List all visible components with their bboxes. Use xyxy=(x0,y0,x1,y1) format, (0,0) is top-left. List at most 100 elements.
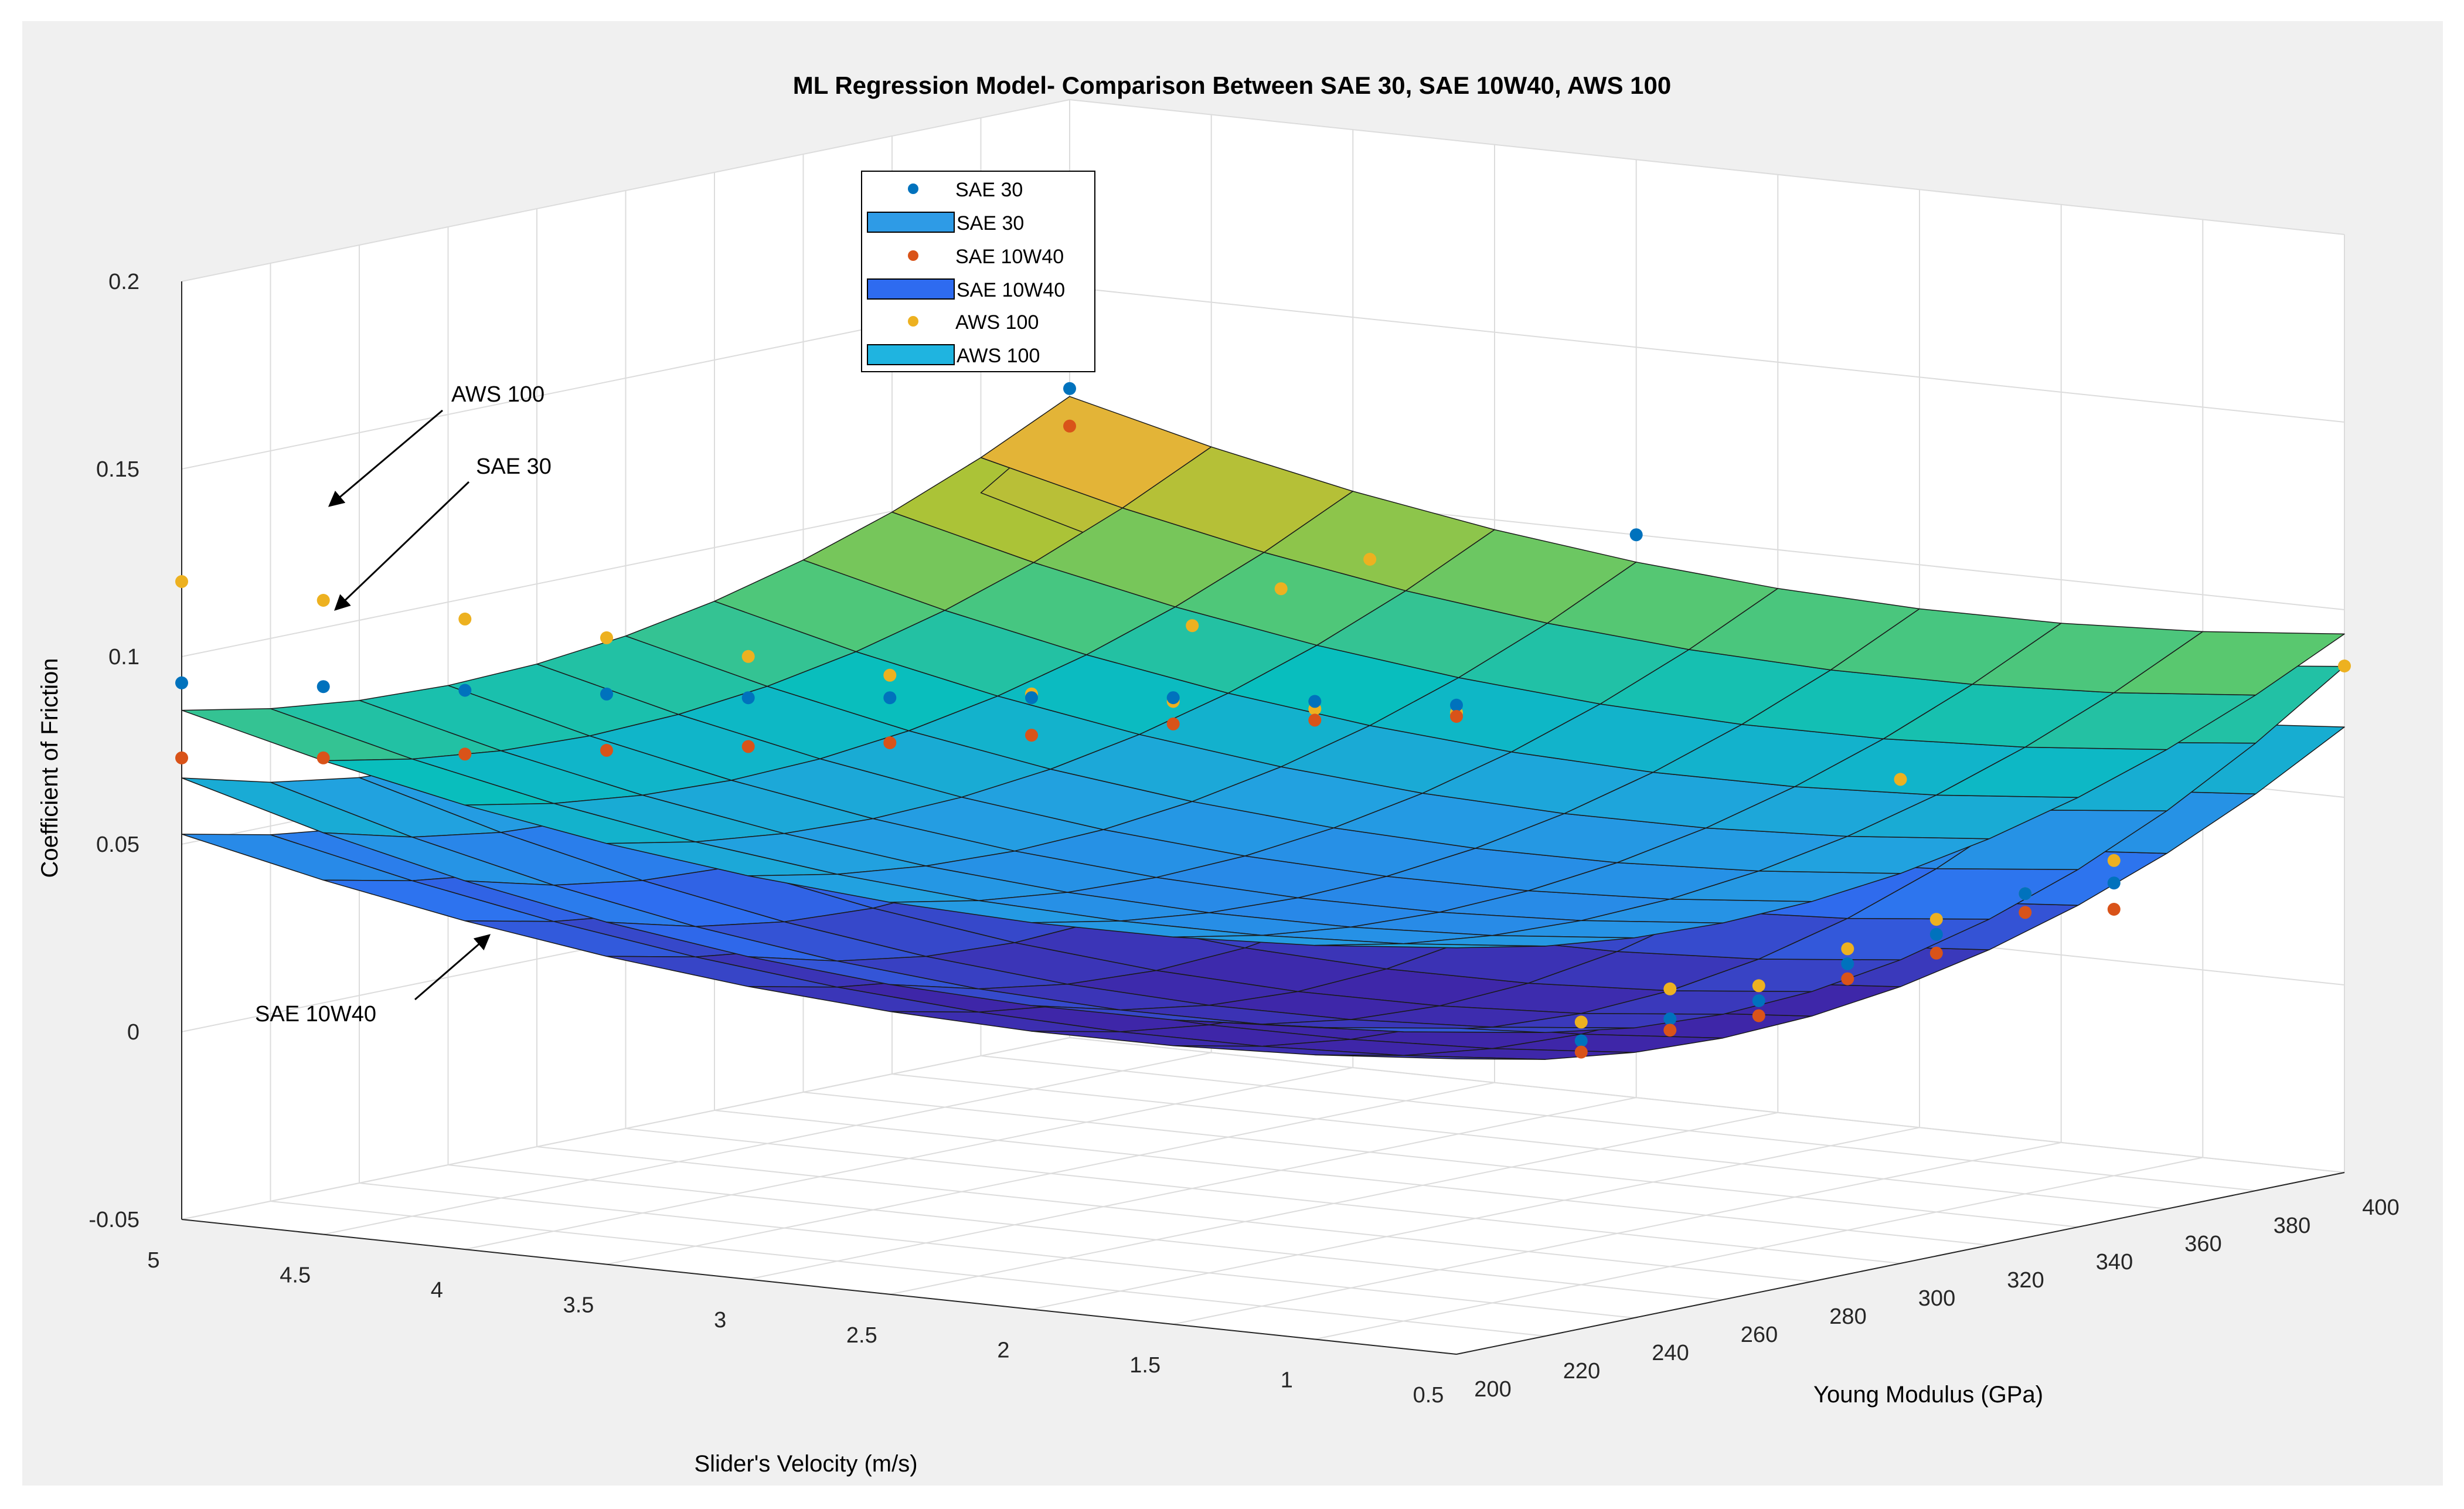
annotation-sae10w40: SAE 10W40 xyxy=(255,934,491,1027)
data-point-s2-9 xyxy=(1450,710,1463,723)
chart-title: ML Regression Model- Comparison Between … xyxy=(793,72,1671,99)
y-tick-label-2: 1.5 xyxy=(1129,1353,1160,1378)
z-axis-label: Coefficient of Friction xyxy=(37,658,63,878)
data-point-s0-13 xyxy=(1574,1015,1588,1029)
data-point-s1-2 xyxy=(458,684,472,697)
data-point-s1-9 xyxy=(1450,698,1463,712)
y-tick-label-1: 1 xyxy=(1281,1368,1293,1392)
data-point-s0-5 xyxy=(883,668,897,682)
data-point-s0-20 xyxy=(1186,619,1199,633)
data-point-s2-2 xyxy=(458,747,472,761)
surface-patch-s2-0-0 xyxy=(1314,1054,1546,1060)
data-point-s1-10 xyxy=(1063,382,1076,395)
legend-label-aws100-surface: AWS 100 xyxy=(957,345,1040,367)
data-point-s1-13 xyxy=(1663,1012,1677,1025)
legend-entry-aws100-surface: AWS 100 xyxy=(867,344,1040,367)
data-point-s1-16 xyxy=(1929,927,1943,941)
data-point-s0-12 xyxy=(1894,773,1907,786)
x-axis-line xyxy=(1456,1172,2345,1355)
data-point-s1-4 xyxy=(741,691,755,705)
surface-patch-s1-0-0 xyxy=(1314,1027,1546,1034)
y-tick-label-6: 3.5 xyxy=(563,1293,594,1318)
x-tick-label-6: 320 xyxy=(2007,1268,2044,1293)
z-tick-label-4: 0.15 xyxy=(96,457,139,482)
y-tick-label-4: 2.5 xyxy=(846,1323,877,1348)
legend-label-sae30-marker: SAE 30 xyxy=(955,179,1023,201)
y-tick-label-7: 4 xyxy=(431,1278,443,1303)
data-point-s2-15 xyxy=(1929,946,1943,960)
x-tick-label-7: 340 xyxy=(2096,1250,2133,1275)
data-point-s1-1 xyxy=(316,680,330,694)
data-point-s1-0 xyxy=(175,676,188,689)
data-point-s2-7 xyxy=(1166,717,1180,730)
data-point-s1-8 xyxy=(1308,695,1322,708)
legend-swatch-sae10w40-surface xyxy=(867,278,955,300)
x-tick-label-4: 280 xyxy=(1829,1304,1866,1329)
y-axis-line xyxy=(181,1219,1457,1355)
data-point-s2-16 xyxy=(2019,906,2032,919)
annotation-aws100-arrow xyxy=(328,409,443,507)
x-tick-label-5: 300 xyxy=(1918,1286,1955,1311)
data-point-s2-11 xyxy=(1574,1045,1588,1059)
data-point-s1-6 xyxy=(1025,691,1038,705)
legend-swatch-aws100-surface xyxy=(867,344,955,365)
legend-entry-sae30-marker: SAE 30 xyxy=(908,179,1023,201)
x-axis-label: Young Modulus (GPa) xyxy=(1813,1382,2043,1408)
legend-swatch-sae30-surface xyxy=(867,212,955,233)
z-tick-label-3: 0.1 xyxy=(108,645,139,669)
surface-patch-s0-9-0 xyxy=(2114,631,2345,696)
data-point-s1-17 xyxy=(2019,887,2032,900)
y-tick-label-3: 2 xyxy=(997,1338,1009,1362)
annotation-sae30-arrow xyxy=(334,481,470,611)
y-tick-label-9: 5 xyxy=(147,1248,159,1273)
legend: SAE 30 SAE 30 SAE 10W40 SAE 10W40 AWS 10… xyxy=(861,171,1095,372)
data-point-s2-1 xyxy=(316,751,330,764)
data-point-s2-17 xyxy=(2107,903,2121,916)
data-point-s2-10 xyxy=(1063,419,1076,433)
grid-line-z-5 xyxy=(181,98,2345,282)
data-point-s2-6 xyxy=(1025,729,1038,742)
data-point-s0-3 xyxy=(600,631,613,644)
grid-line-z-0 xyxy=(181,1036,2345,1220)
legend-entry-sae10w40-surface: SAE 10W40 xyxy=(867,278,1065,301)
data-point-s0-17 xyxy=(1929,913,1943,926)
surface-patch-s0-0-0 xyxy=(1314,943,1546,949)
legend-label-sae30-surface: SAE 30 xyxy=(957,212,1024,234)
data-point-s1-18 xyxy=(2107,876,2121,890)
data-point-s1-12 xyxy=(1574,1034,1588,1048)
z-tick-label-1: 0 xyxy=(127,1020,139,1045)
x-tick-label-9: 380 xyxy=(2274,1214,2310,1238)
data-point-s1-15 xyxy=(1841,957,1854,970)
x-tick-label-10: 400 xyxy=(2362,1195,2399,1220)
legend-entry-aws100-marker: AWS 100 xyxy=(908,311,1039,334)
x-tick-label-3: 260 xyxy=(1741,1323,1778,1347)
x-tick-label-2: 240 xyxy=(1652,1341,1689,1365)
legend-entry-sae10w40-marker: SAE 10W40 xyxy=(908,246,1064,268)
annotation-sae10w40-arrow xyxy=(414,934,491,1001)
data-point-s2-4 xyxy=(741,740,755,753)
surfaces xyxy=(181,396,2345,1060)
data-point-s0-4 xyxy=(741,650,755,663)
data-point-s0-16 xyxy=(1841,942,1854,956)
data-point-s2-12 xyxy=(1663,1024,1677,1037)
y-tick-label-0: 0.5 xyxy=(1413,1383,1444,1408)
data-point-s0-0 xyxy=(175,575,188,588)
data-point-s1-7 xyxy=(1166,691,1180,705)
annotation-sae30-label: SAE 30 xyxy=(476,454,552,479)
z-tick-label-5: 0.2 xyxy=(108,270,139,294)
x-tick-label-0: 200 xyxy=(1474,1377,1511,1402)
legend-entry-sae30-surface: SAE 30 xyxy=(867,212,1024,234)
axis-lines xyxy=(181,281,2345,1355)
data-point-s0-21 xyxy=(1274,582,1288,596)
data-point-s2-13 xyxy=(1752,1009,1765,1022)
data-point-s0-1 xyxy=(316,594,330,607)
z-tick-label-0: -0.05 xyxy=(89,1208,139,1232)
annotation-aws100: AWS 100 xyxy=(328,382,544,507)
legend-label-sae10w40-surface: SAE 10W40 xyxy=(957,279,1065,301)
annotation-sae30: SAE 30 xyxy=(334,454,552,611)
data-point-s0-14 xyxy=(1663,982,1677,995)
x-tick-label-1: 220 xyxy=(1563,1359,1600,1384)
x-tick-label-8: 360 xyxy=(2184,1232,2221,1256)
